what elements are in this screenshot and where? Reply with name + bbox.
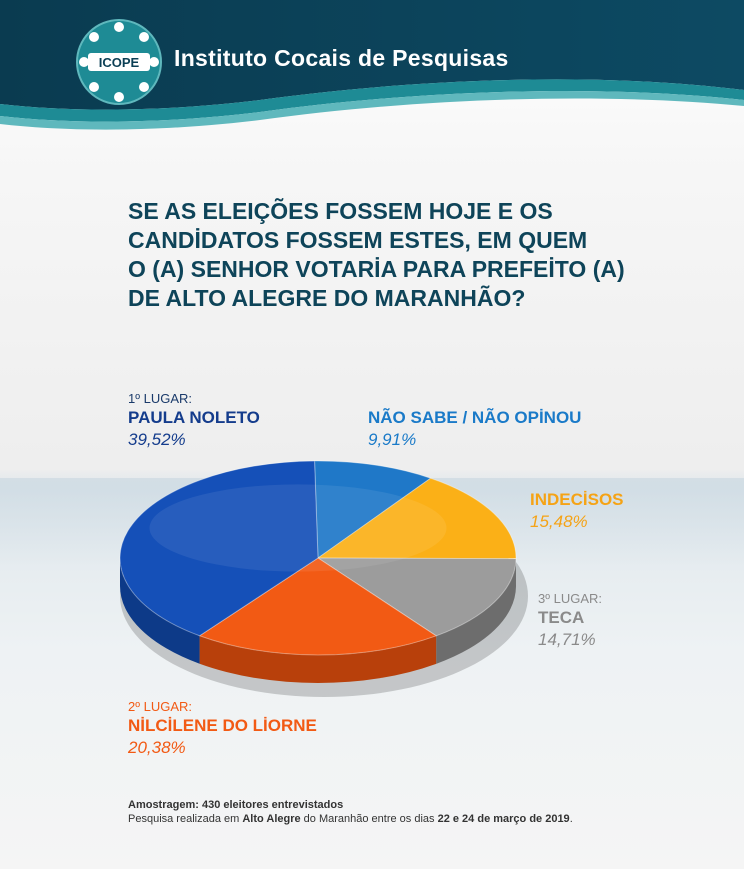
label-place: 2º LUGAR: bbox=[128, 699, 192, 714]
footer-city: Alto Alegre bbox=[242, 813, 301, 825]
label-value: 14,71% bbox=[538, 630, 596, 649]
brand-title: Instituto Cocais de Pesquisas bbox=[174, 45, 509, 71]
label-name: NÃO SABE / NÃO OPİNOU bbox=[368, 408, 582, 427]
label-value: 39,52% bbox=[128, 430, 186, 449]
label-name: INDECİSOS bbox=[530, 490, 624, 509]
question-line: DE ALTO ALEGRE DO MARANHÃO? bbox=[128, 285, 526, 311]
label-indecisos: INDECİSOS 15,48% bbox=[530, 489, 624, 533]
label-nao-sabe: NÃO SABE / NÃO OPİNOU 9,91% bbox=[368, 407, 581, 451]
pie-slice-teca bbox=[316, 557, 517, 637]
question-line: SE AS ELEIÇÕES FOSSEM HOJE E OS bbox=[128, 198, 553, 224]
label-nilcilene: 2º LUGAR: NİLCİLENE DO LİORNE 20,38% bbox=[128, 699, 317, 759]
label-place: 3º LUGAR: bbox=[538, 591, 602, 606]
header-banner bbox=[0, 0, 744, 130]
question-line: O (A) SENHOR VOTARİA PARA PREFEİTO (A) bbox=[128, 256, 625, 282]
label-name: PAULA NOLETO bbox=[128, 408, 260, 427]
label-name: TECA bbox=[538, 608, 585, 627]
footer-text: Pesquisa realizada em bbox=[128, 813, 243, 825]
pie-slice-indecisos bbox=[316, 477, 517, 560]
sample-size: Amostragem: 430 eleitores entrevistados bbox=[128, 799, 344, 811]
pie-side-nilcilene bbox=[199, 635, 437, 683]
pie-slice-nilcilene bbox=[198, 557, 438, 656]
label-paula-noleto: 1º LUGAR: PAULA NOLETO 39,52% bbox=[128, 391, 260, 451]
question-line: CANDİDATOS FOSSEM ESTES, EM QUEM bbox=[128, 227, 588, 253]
footer-text: . bbox=[569, 813, 573, 825]
question-heading: SE AS ELEIÇÕES FOSSEM HOJE E OS CANDİDAT… bbox=[128, 197, 688, 313]
label-value: 15,48% bbox=[530, 512, 588, 531]
label-teca: 3º LUGAR: TECA 14,71% bbox=[538, 591, 602, 651]
logo-text: ICOPE bbox=[99, 55, 140, 70]
label-name: NİLCİLENE DO LİORNE bbox=[128, 716, 317, 735]
footer-dates: 22 e 24 de março de 2019 bbox=[437, 813, 570, 825]
pie-slice-paula-noleto bbox=[119, 460, 319, 637]
footer-note: Amostragem: 430 eleitores entrevistados … bbox=[128, 798, 573, 826]
label-value: 9,91% bbox=[368, 430, 417, 449]
pie-gloss bbox=[149, 484, 447, 572]
label-value: 20,38% bbox=[128, 738, 186, 757]
pie-side-paula-noleto bbox=[120, 558, 200, 664]
footer-text: do Maranhão entre os dias bbox=[300, 813, 438, 825]
pie-side-teca bbox=[436, 558, 516, 664]
pie-slice-nao-sabe bbox=[314, 460, 432, 559]
icope-logo: ICOPE bbox=[76, 19, 162, 105]
label-place: 1º LUGAR: bbox=[128, 391, 192, 406]
